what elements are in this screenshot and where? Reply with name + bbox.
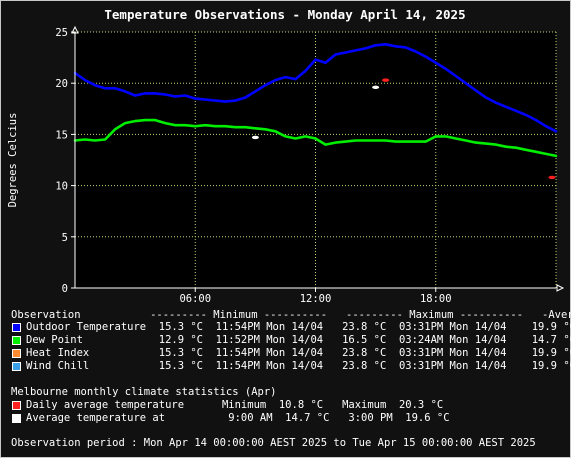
marker-average-temperature-at-9-00-am — [251, 135, 259, 140]
climate-row-daily-average: Daily average temperature Minimum 10.8 °… — [26, 399, 444, 411]
x-tick-label: 18:00 — [420, 293, 452, 305]
x-tick-label: 06:00 — [179, 293, 211, 305]
marker-average-temperature-at-3-00-pm — [372, 85, 380, 89]
series-line-dew-point — [73, 118, 558, 158]
y-tick-label: 15 — [55, 129, 68, 141]
climate-swatch-average-at — [12, 414, 21, 423]
marker-daily-average-temperature-maximum — [382, 78, 390, 82]
legend-row-dew-point: Dew Point 12.9 °C 11:52PM Mon 14/04 16.5… — [26, 334, 571, 346]
x-tick-label: 12:00 — [300, 293, 332, 305]
marker-daily-average-temperature-minimum — [548, 175, 556, 180]
observation-period: Observation period : Mon Apr 14 00:00:00… — [11, 437, 536, 449]
climate-markers — [251, 78, 556, 180]
plot-area — [75, 32, 556, 288]
y-tick-label: 0 — [62, 283, 68, 295]
y-tick-label: 10 — [55, 181, 68, 193]
y-tick-label: 5 — [62, 232, 68, 244]
legend-header: Observation --------- Minimum ----------… — [11, 309, 571, 321]
chart-title: Temperature Observations - Monday April … — [104, 7, 465, 22]
climate-row-average-at: Average temperature at 9:00 AM 14.7 °C 3… — [26, 412, 450, 424]
y-axis-arrow — [71, 25, 79, 34]
legend-swatch-dew-point — [12, 336, 21, 345]
y-axis-label: Degrees Celcius — [7, 113, 19, 208]
y-tick-label: 25 — [55, 27, 68, 39]
legend-row-heat-index: Heat Index 15.3 °C 11:54PM Mon 14/04 23.… — [26, 347, 571, 359]
series-line-outdoor-temperature — [73, 42, 558, 133]
grid — [75, 31, 557, 288]
legend-row-wind-chill: Wind Chill 15.3 °C 11:54PM Mon 14/04 23.… — [26, 360, 571, 372]
legend-row-outdoor-temperature: Outdoor Temperature 15.3 °C 11:54PM Mon … — [26, 321, 571, 333]
x-axis-arrow — [556, 284, 565, 292]
legend-swatch-wind-chill — [12, 362, 21, 371]
legend-swatch-outdoor-temperature — [12, 323, 21, 332]
climate-header: Melbourne monthly climate statistics (Ap… — [11, 386, 277, 398]
legend-swatch-heat-index — [12, 349, 21, 358]
series-lines — [73, 42, 558, 158]
y-tick-label: 20 — [55, 78, 68, 90]
climate-swatch-daily-average — [12, 401, 21, 410]
axes: 0 5 10 15 20 25 06:00 12:00 18:00 — [55, 25, 565, 305]
